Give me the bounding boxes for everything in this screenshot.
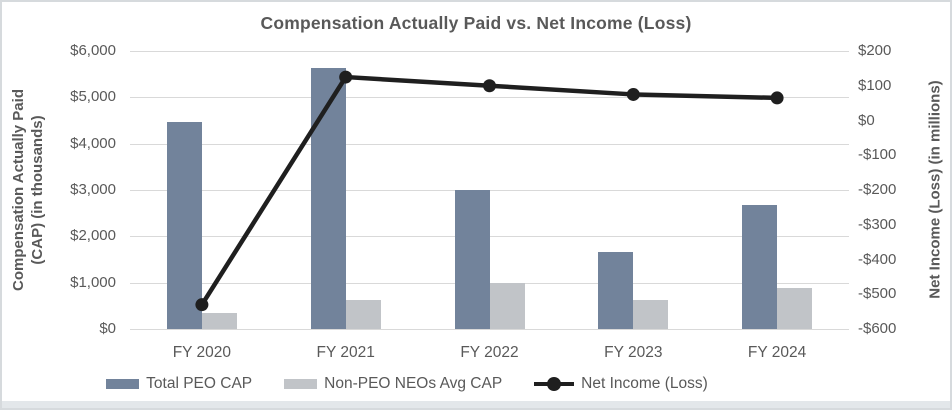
bar-non-peo-neos-avg-cap-fy-2021	[345, 300, 381, 329]
x-label-fy-2023: FY 2023	[604, 344, 663, 361]
bar-total-peo-cap-fy-2023	[598, 252, 634, 329]
right-axis-tick: -$500	[858, 285, 897, 303]
gridline	[130, 97, 849, 99]
net-income-point-fy-2021	[339, 70, 353, 84]
gridline	[130, 143, 849, 145]
net-income-point-fy-2020	[195, 298, 209, 312]
right-axis-tick: -$600	[858, 320, 897, 337]
right-axis-tick: -$300	[858, 215, 897, 233]
x-label-fy-2020: FY 2020	[172, 344, 232, 361]
bar-non-peo-neos-avg-cap-fy-2022	[489, 283, 525, 329]
left-axis-tick: $1,000	[70, 273, 116, 291]
legend-item-non-peo-neos-avg-cap: Non-PEO NEOs Avg CAP	[284, 375, 502, 393]
x-label-fy-2021: FY 2021	[316, 344, 375, 361]
legend-swatch-non-peo-neos-avg-cap	[284, 379, 318, 389]
left-axis-tick: $2,000	[70, 227, 116, 245]
legend-label-net-income-loss: Net Income (Loss)	[581, 375, 708, 392]
net-income-point-fy-2023	[626, 87, 640, 101]
bottom-strip	[2, 401, 950, 408]
gridline	[130, 236, 849, 238]
bar-total-peo-cap-fy-2021	[310, 67, 346, 329]
bar-non-peo-neos-avg-cap-fy-2023	[633, 299, 669, 329]
net-income-line	[199, 74, 778, 306]
left-axis-tick: $6,000	[70, 42, 116, 59]
left-axis-tick: $3,000	[70, 181, 116, 198]
right-axis-tick: -$200	[858, 181, 897, 198]
right-axis-tick: $200	[858, 42, 892, 59]
gridline	[130, 329, 849, 330]
legend: Total PEO CAP Non-PEO NEOs Avg CAP Net Inc…	[2, 373, 812, 395]
bar-non-peo-neos-avg-cap-fy-2020	[201, 312, 237, 329]
left-axis-tick: $4,000	[70, 134, 116, 152]
gridline	[130, 190, 849, 191]
legend-item-net-income-loss: Net Income (Loss)	[534, 375, 708, 393]
legend-item-total-peo-cap: Total PEO CAP	[106, 375, 252, 393]
x-label-fy-2024: FY 2024	[747, 344, 807, 361]
net-income-point-fy-2022	[483, 79, 496, 93]
legend-label-total-peo-cap: Total PEO CAP	[146, 375, 253, 392]
legend-line-marker-icon	[534, 377, 575, 391]
left-axis-tick: $5,000	[70, 88, 116, 106]
gridline	[130, 51, 849, 52]
chart-title: Compensation Actually Paid vs. Net Incom…	[260, 13, 692, 33]
bar-non-peo-neos-avg-cap-fy-2024	[777, 287, 813, 329]
right-axis-tick: $0	[858, 111, 875, 129]
right-axis-tick: -$400	[858, 250, 897, 268]
net-income-point-fy-2024	[770, 91, 784, 105]
right-axis-tick: -$100	[858, 146, 897, 164]
legend-label-non-peo-neos-avg-cap: Non-PEO NEOs Avg CAP	[324, 375, 503, 392]
legend-dot	[547, 377, 562, 391]
legend-swatch-total-peo-cap	[106, 379, 140, 389]
bar-total-peo-cap-fy-2020	[166, 121, 202, 329]
plot-area	[130, 51, 849, 330]
left-axis-tick: $0	[99, 320, 116, 337]
x-label-fy-2022: FY 2022	[460, 344, 519, 361]
bar-total-peo-cap-fy-2024	[742, 204, 778, 329]
right-axis-tick: $100	[858, 76, 892, 94]
bar-total-peo-cap-fy-2022	[454, 190, 490, 329]
net-income-line-layer	[195, 70, 784, 312]
